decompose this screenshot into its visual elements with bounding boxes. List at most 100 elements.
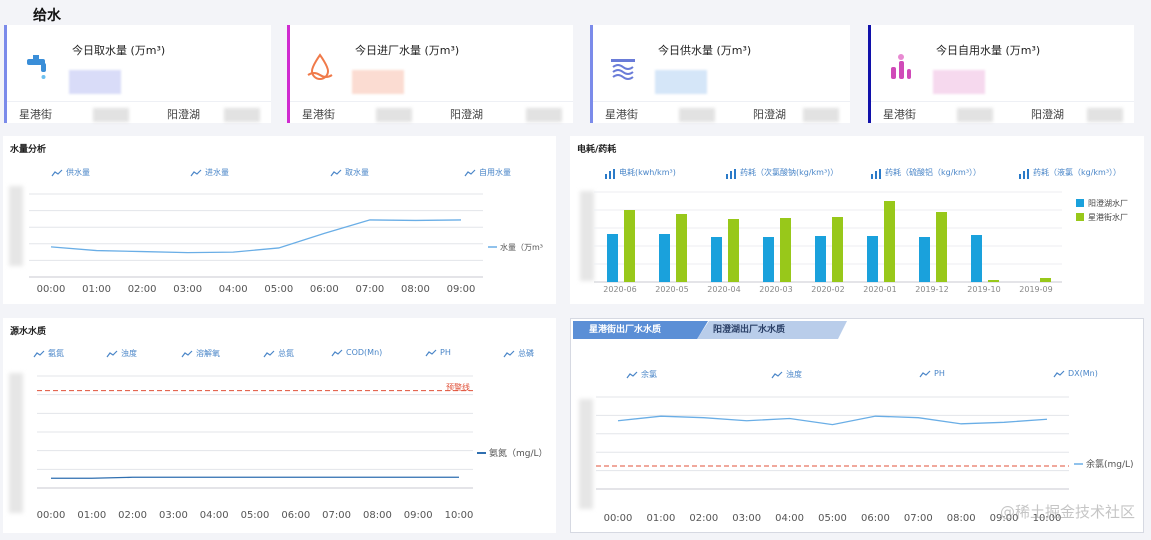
- bar: [936, 212, 947, 282]
- x-tick-label: 2019-10: [967, 285, 1000, 294]
- kpi-card: 今日自用水量 (万m³) 星港街 阳澄湖: [868, 25, 1134, 123]
- x-tick-label: 04:00: [219, 284, 248, 295]
- energy-legend-item[interactable]: 药耗（次氯酸钠(kg/km³)）: [725, 167, 838, 179]
- card-divider: [593, 101, 850, 102]
- water-analysis-panel: 水量分析 供水量 进水量 取水量 自用水量 00:00 01:00 02:00 03:00 0…: [3, 136, 556, 304]
- x-tick-label: 07:00: [322, 510, 351, 521]
- series-legend-label: 星港街水厂: [1088, 212, 1128, 222]
- bar: [728, 219, 739, 282]
- legend-label: 溶解氧: [196, 349, 220, 358]
- y-axis-labels-blurred: [580, 191, 594, 281]
- self-use-icon: [885, 51, 917, 83]
- tab-xinggangjie[interactable]: 星港街出厂水水质: [573, 321, 708, 339]
- card-divider: [7, 101, 271, 102]
- x-tick-label: 00:00: [604, 513, 633, 524]
- line-chart-icon: [181, 350, 193, 358]
- energy-legend-item[interactable]: 药耗（液氯（kg/km³））: [1018, 167, 1122, 179]
- x-tick-label: 2020-02: [811, 285, 844, 294]
- kpi-left-value-blurred: [93, 108, 129, 122]
- kpi-card-title: 今日自用水量 (万m³): [936, 44, 1041, 57]
- legend-label: DX(Mn): [1068, 369, 1098, 378]
- x-tick-label: 09:00: [990, 513, 1019, 524]
- line-chart-icon: [1053, 370, 1065, 378]
- bar: [884, 201, 895, 282]
- series-line: [50, 219, 462, 254]
- kpi-right-label: 阳澄湖: [1031, 108, 1064, 121]
- bar: [607, 234, 618, 282]
- legend-label: 电耗(kwh/km³): [619, 168, 676, 177]
- x-tick-label: 08:00: [401, 284, 430, 295]
- x-tick-label: 03:00: [173, 284, 202, 295]
- series-legend-swatch: [1076, 199, 1084, 207]
- x-tick-label: 03:00: [732, 513, 761, 524]
- effluent-quality-legend-item[interactable]: 浊度: [771, 369, 802, 380]
- source-quality-legend-item[interactable]: PH: [425, 348, 451, 357]
- x-tick-label: 2019-12: [915, 285, 948, 294]
- line-chart-icon: [331, 349, 343, 357]
- x-tick-label: 01:00: [77, 510, 106, 521]
- legend-label: 进水量: [205, 168, 229, 177]
- legend-label: 自用水量: [479, 168, 511, 177]
- water-analysis-legend-item[interactable]: 自用水量: [464, 167, 511, 178]
- energy-panel: 电耗/药耗 电耗(kwh/km³) 药耗（次氯酸钠(kg/km³)） 药耗（硫酸铝（…: [570, 136, 1144, 304]
- card-divider: [290, 101, 573, 102]
- kpi-left-label: 星港街: [605, 108, 638, 121]
- x-tick-label: 05:00: [818, 513, 847, 524]
- kpi-left-label: 星港街: [883, 108, 916, 121]
- x-tick-label: 01:00: [646, 513, 675, 524]
- source-quality-chart: 00:00 01:00 02:00 03:00 04:00 05:00 06:00 07:00…: [37, 375, 548, 521]
- series-label: 氨氮（mg/L）: [489, 447, 548, 459]
- energy-chart: 2020-06 2020-05 2020-04 2020-03 2020-02 2020-…: [594, 191, 1128, 294]
- line-chart-icon: [771, 371, 783, 379]
- legend-label: 药耗（液氯（kg/km³））: [1033, 168, 1122, 177]
- y-axis-labels-blurred: [579, 399, 593, 509]
- line-chart-icon: [190, 169, 202, 177]
- legend-label: 总氮: [278, 349, 294, 358]
- tab-yangchenghu[interactable]: 阳澄湖出厂水水质: [697, 321, 847, 339]
- x-tick-label: 09:00: [404, 510, 433, 521]
- water-analysis-legend-item[interactable]: 进水量: [190, 167, 229, 178]
- legend-label: 氨氮: [48, 349, 64, 358]
- x-tick-label: 2020-05: [655, 285, 688, 294]
- source-quality-legend-item[interactable]: 总氮: [263, 348, 294, 359]
- kpi-left-value-blurred: [679, 108, 715, 122]
- line-chart-icon: [263, 350, 275, 358]
- energy-legend-item[interactable]: 电耗(kwh/km³): [604, 167, 676, 179]
- legend-label: PH: [440, 348, 451, 357]
- source-quality-legend-item[interactable]: 氨氮: [33, 348, 64, 359]
- x-tick-label: 04:00: [775, 513, 804, 524]
- legend-label: 取水量: [345, 168, 369, 177]
- x-tick-label: 02:00: [689, 513, 718, 524]
- source-quality-legend-item[interactable]: 溶解氧: [181, 348, 220, 359]
- energy-legend-item[interactable]: 药耗（硫酸铝（kg/km³））: [870, 167, 982, 179]
- warning-line-label: 预警线: [446, 382, 470, 392]
- bar: [971, 235, 982, 282]
- source-quality-legend-item[interactable]: COD(Mn): [331, 348, 382, 357]
- effluent-quality-legend-item[interactable]: 余氯: [626, 369, 657, 380]
- bar: [815, 236, 826, 282]
- legend-label: 药耗（硫酸铝（kg/km³））: [885, 168, 982, 177]
- bar: [988, 280, 999, 282]
- legend-label: PH: [934, 369, 945, 378]
- effluent-quality-legend-item[interactable]: PH: [919, 369, 945, 378]
- water-analysis-legend-item[interactable]: 取水量: [330, 167, 369, 178]
- source-quality-legend-item[interactable]: 总磷: [503, 348, 534, 359]
- effluent-quality-legend-item[interactable]: DX(Mn): [1053, 369, 1098, 378]
- x-tick-label: 01:00: [82, 284, 111, 295]
- x-tick-label: 2019-09: [1019, 285, 1052, 294]
- x-tick-label: 00:00: [37, 284, 66, 295]
- bar: [659, 234, 670, 282]
- x-tick-label: 02:00: [128, 284, 157, 295]
- bar: [867, 236, 878, 282]
- kpi-right-label: 阳澄湖: [450, 108, 483, 121]
- x-tick-label: 06:00: [310, 284, 339, 295]
- water-analysis-legend-item[interactable]: 供水量: [51, 167, 90, 178]
- source-quality-panel: 源水水质 氨氮 浊度 溶解氧 总氮 COD(Mn) PH 总磷 00:00 01:00 02:0…: [3, 318, 556, 533]
- kpi-right-value-blurred: [224, 108, 260, 122]
- bar: [624, 210, 635, 282]
- kpi-card-title: 今日取水量 (万m³): [72, 44, 166, 57]
- series-label: 水量（万m³: [500, 242, 543, 252]
- source-quality-legend-item[interactable]: 浊度: [106, 348, 137, 359]
- line-chart-icon: [33, 350, 45, 358]
- kpi-right-value-blurred: [803, 108, 839, 122]
